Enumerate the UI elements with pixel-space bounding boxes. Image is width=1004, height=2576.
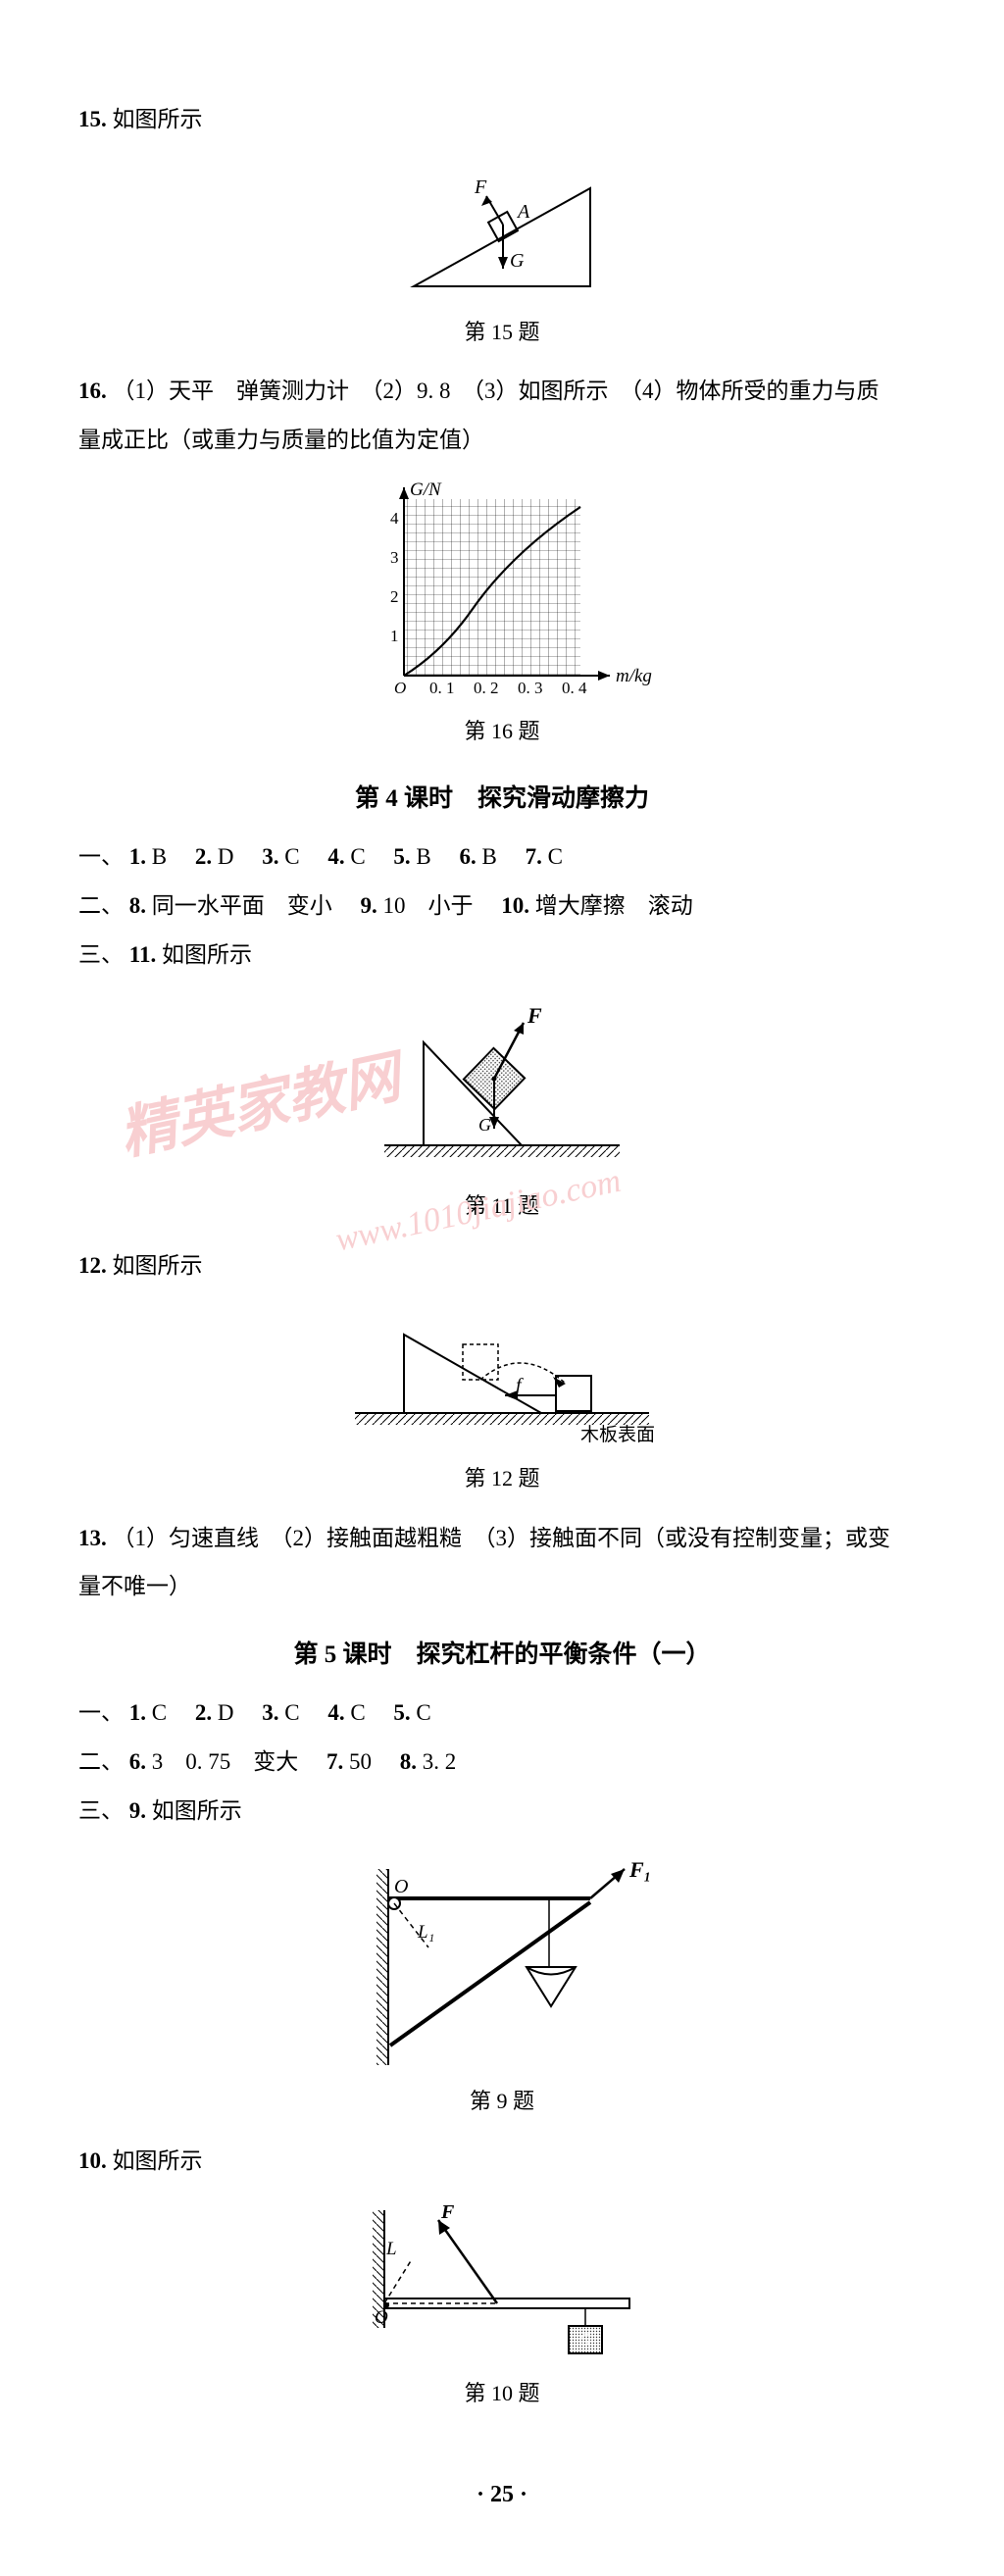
q10-O: O [375,2307,388,2328]
page-number: · 25 · [78,2473,926,2518]
section5-line3: 三、 9. 如图所示 [78,1790,926,1833]
q15-line: 15. 如图所示 [78,98,926,141]
q15-label-G: G [510,250,525,272]
svg-text:4: 4 [390,509,399,528]
q10-caption: 第 10 题 [78,2373,926,2414]
q11-svg: F G [355,993,649,1180]
q16-ylabel: G/N [410,480,442,500]
q13-part1: （1）匀速直线 （2）接触面越粗糙 （3）接触面不同（或没有控制变量；或变 [113,1526,891,1550]
q16-line2: 量成正比（或重力与质量的比值为定值） [78,419,926,462]
s4-l1-prefix: 一、 [78,844,124,869]
svg-text:3: 3 [390,548,399,567]
section5-line2: 二、 6. 3 0. 75 变大 7. 50 8. 3. 2 [78,1741,926,1784]
q10-F: F [440,2201,455,2223]
q9-figure: O L₁ F₁ 第 9 题 [78,1849,926,2122]
q11-figure: 精英家教网 www.1010jiajiao.com F G 第 11 题 [78,993,926,1227]
q9-svg: O L₁ F₁ [335,1849,669,2075]
q13-line2: 量不唯一） [78,1565,926,1608]
q9-L1: L₁ [417,1922,434,1943]
q12-text: 如图所示 [113,1253,203,1278]
q12-surface: 木板表面 [580,1424,655,1445]
q10-text: 如图所示 [113,2148,203,2173]
q12-f: f [516,1375,524,1396]
s5-l3-prefix: 三、 [78,1798,124,1823]
q15-label-A: A [516,201,530,223]
q12-num: 12. [78,1253,107,1278]
q12-svg: f 木板表面 [335,1305,669,1452]
q10-figure: F L O G 第 10 题 [78,2200,926,2414]
section5-title: 第 5 课时 探究杠杆的平衡条件（一） [78,1632,926,1679]
q10-line: 10. 如图所示 [78,2140,926,2183]
q9-F1: F₁ [628,1857,651,1882]
q16-part1: （1）天平 弹簧测力计 （2）9. 8 （3）如图所示 （4）物体所受的重力与质 [113,379,879,403]
q13-line1: 13. （1）匀速直线 （2）接触面越粗糙 （3）接触面不同（或没有控制变量；或… [78,1517,926,1560]
section4-line2: 二、 8. 同一水平面 变小 9. 10 小于 10. 增大摩擦 滚动 [78,884,926,928]
s4-l3-prefix: 三、 [78,942,124,967]
q16-xlabel: m/kg [616,666,652,686]
s5-l1-prefix: 一、 [78,1700,124,1725]
s5-l2-prefix: 二、 [78,1749,124,1774]
section4-title: 第 4 课时 探究滑动摩擦力 [78,776,926,823]
q15-figure: F A G 第 15 题 [78,159,926,353]
svg-text:2: 2 [390,587,399,606]
q9-O: O [394,1876,408,1897]
q16-svg: G/N m/kg 1 2 3 4 O 0. 1 0. 2 0. 3 0. 4 [345,480,659,705]
s4-l2-prefix: 二、 [78,893,124,918]
svg-text:0. 3: 0. 3 [518,679,543,697]
q12-figure: f 木板表面 第 12 题 [78,1305,926,1499]
svg-text:0. 2: 0. 2 [474,679,499,697]
section4-line3: 三、 11. 如图所示 [78,934,926,977]
q11-G: G [478,1115,491,1135]
q12-line: 12. 如图所示 [78,1244,926,1288]
q11-caption: 第 11 题 [78,1186,926,1227]
q15-label-F: F [474,177,487,198]
svg-text:0. 4: 0. 4 [562,679,587,697]
q12-caption: 第 12 题 [78,1458,926,1499]
svg-text:0. 1: 0. 1 [429,679,455,697]
q9-caption: 第 9 题 [78,2081,926,2122]
svg-text:O: O [394,679,406,697]
q10-L: L [385,2239,397,2259]
q15-text: 如图所示 [113,107,203,131]
svg-text:1: 1 [390,627,399,645]
q15-svg: F A G [384,159,620,306]
section4-line1: 一、 1. B 2. D 3. C 4. C 5. B 6. B 7. C [78,835,926,879]
q11-F: F [527,1003,542,1028]
q16-num: 16. [78,379,107,403]
section5-line1: 一、 1. C 2. D 3. C 4. C 5. C [78,1692,926,1735]
q15-caption: 第 15 题 [78,312,926,353]
q10-svg: F L O G [345,2200,659,2367]
q13-num: 13. [78,1526,107,1550]
q15-num: 15. [78,107,107,131]
q10-G: G [578,2330,591,2349]
q16-line1: 16. （1）天平 弹簧测力计 （2）9. 8 （3）如图所示 （4）物体所受的… [78,370,926,413]
q16-caption: 第 16 题 [78,711,926,752]
q16-figure: G/N m/kg 1 2 3 4 O 0. 1 0. 2 0. 3 0. 4 第… [78,480,926,752]
q10-num: 10. [78,2148,107,2173]
